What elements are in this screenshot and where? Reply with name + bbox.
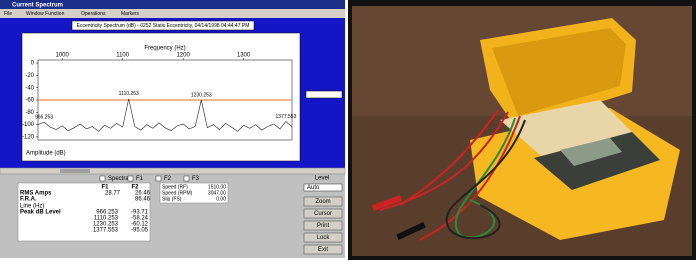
x-axis-label: Frequency (Hz) (144, 46, 185, 52)
scrollbar[interactable] (0, 168, 345, 174)
checkbox[interactable] (156, 176, 161, 181)
peak-cell: -95.05 (131, 228, 149, 234)
checkbox[interactable] (100, 176, 105, 181)
y-tick-label: -60 (25, 98, 34, 104)
checkbox-label: Spectra (108, 176, 129, 182)
menu-item[interactable]: File (4, 11, 12, 17)
side-label: Level (315, 176, 329, 182)
peak-label: 1110.253 (119, 91, 139, 97)
level-box[interactable] (306, 91, 342, 98)
button-label: Cursor (314, 211, 332, 217)
window-title: Current Spectrum (12, 3, 63, 9)
menu-item[interactable]: Markers (121, 11, 140, 17)
checkbox[interactable] (184, 176, 189, 181)
y-tick-label: -20 (25, 73, 34, 79)
checkbox-label: F2 (164, 176, 172, 182)
button-label: Lock (317, 235, 331, 241)
peak-label: 966.253 (35, 114, 53, 120)
peak-cell: 1377.553 (93, 228, 119, 234)
screen: Current Spectrum Eccentricity Spectrum (… (0, 0, 696, 260)
y-tick-label: -40 (25, 85, 34, 91)
y-tick-label: -80 (25, 110, 34, 116)
checkbox-label: F3 (192, 176, 200, 182)
menu-item[interactable]: Operations (81, 11, 106, 17)
x-tick-label: 1200 (176, 53, 190, 59)
chart-title: Eccentricity Spectrum (dB) - 0252 Static… (77, 23, 250, 29)
scroll-thumb[interactable] (60, 169, 90, 173)
stats-cell: Slip (FS) (162, 196, 182, 202)
menu-item[interactable]: Window Function (26, 11, 65, 17)
button-label: Zoom (315, 199, 330, 205)
peak-label: 1377.553 (276, 114, 297, 120)
table-cell: 28.77 (105, 191, 121, 197)
table-cell: 86.46 (135, 197, 151, 203)
x-tick-label: 1300 (237, 53, 251, 59)
stats-cell: 0.00 (216, 196, 226, 202)
x-tick-label: 1000 (56, 53, 70, 59)
peak-label: 1230.253 (191, 92, 212, 98)
photo (348, 0, 696, 260)
y-tick-label: -120 (22, 135, 35, 141)
y-axis-label: Amplitude (dB) (26, 151, 66, 157)
checkbox-label: F1 (136, 176, 144, 182)
x-tick-label: 1100 (116, 53, 130, 59)
page: Current Spectrum Eccentricity Spectrum (… (0, 0, 696, 260)
side-select-value: Auto (307, 185, 320, 191)
table-cell: F.R.A. (20, 197, 37, 203)
checkbox[interactable] (128, 176, 133, 181)
peak-title: Peak dB Level (20, 210, 61, 216)
button-label: Exit (318, 247, 328, 253)
button-label: Print (317, 223, 330, 229)
y-tick-label: -100 (22, 122, 35, 128)
